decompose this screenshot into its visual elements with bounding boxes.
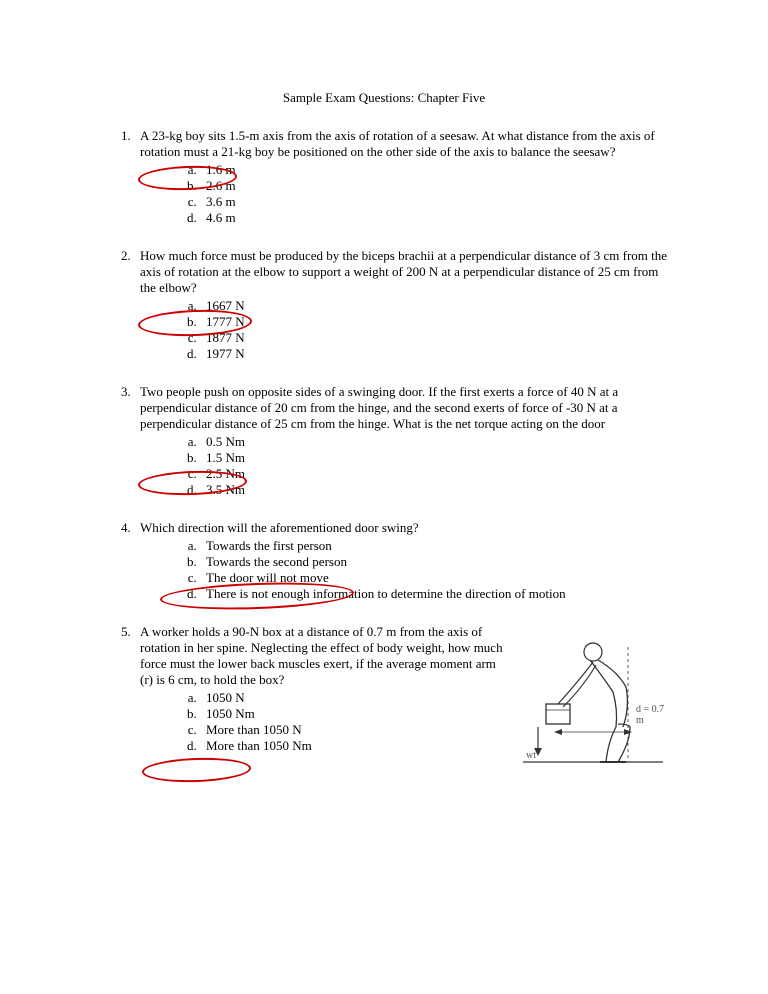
options-list: 1667 N 1777 N 1877 N 1977 N bbox=[140, 298, 668, 362]
question-text: Which direction will the aforementioned … bbox=[140, 520, 668, 536]
options-list: Towards the first person Towards the sec… bbox=[140, 538, 668, 602]
option-b: 1.5 Nm bbox=[200, 450, 668, 466]
question-2: How much force must be produced by the b… bbox=[134, 248, 668, 362]
question-text: A 23-kg boy sits 1.5-m axis from the axi… bbox=[140, 128, 668, 160]
question-text: A worker holds a 90-N box at a distance … bbox=[140, 624, 508, 688]
question-list: A 23-kg boy sits 1.5-m axis from the axi… bbox=[100, 128, 668, 772]
option-d: There is not enough information to deter… bbox=[200, 586, 668, 602]
option-a: 0.5 Nm bbox=[200, 434, 668, 450]
option-b: Towards the second person bbox=[200, 554, 668, 570]
page-title: Sample Exam Questions: Chapter Five bbox=[100, 90, 668, 106]
option-c: 3.6 m bbox=[200, 194, 668, 210]
option-b: 1050 Nm bbox=[200, 706, 508, 722]
worker-figure: d = 0.7 m wt bbox=[518, 632, 668, 772]
option-d: 3.5 Nm bbox=[200, 482, 668, 498]
option-c: 1877 N bbox=[200, 330, 668, 346]
question-5: A worker holds a 90-N box at a distance … bbox=[134, 624, 668, 772]
option-c: The door will not move bbox=[200, 570, 668, 586]
option-a: Towards the first person bbox=[200, 538, 668, 554]
option-d: 4.6 m bbox=[200, 210, 668, 226]
option-b: 2.6 m bbox=[200, 178, 668, 194]
option-c: More than 1050 N bbox=[200, 722, 508, 738]
question-text: How much force must be produced by the b… bbox=[140, 248, 668, 296]
figure-d-label: d = 0.7 m bbox=[636, 704, 668, 726]
question-text: Two people push on opposite sides of a s… bbox=[140, 384, 668, 432]
option-a: 1050 N bbox=[200, 690, 508, 706]
option-b: 1777 N bbox=[200, 314, 668, 330]
options-list: 0.5 Nm 1.5 Nm 2.5 Nm 3.5 Nm bbox=[140, 434, 668, 498]
option-c: 2.5 Nm bbox=[200, 466, 668, 482]
options-list: 1.6 m 2.6 m 3.6 m 4.6 m bbox=[140, 162, 668, 226]
option-a: 1.6 m bbox=[200, 162, 668, 178]
option-d: 1977 N bbox=[200, 346, 668, 362]
question-1: A 23-kg boy sits 1.5-m axis from the axi… bbox=[134, 128, 668, 226]
page: Sample Exam Questions: Chapter Five A 23… bbox=[0, 0, 768, 834]
question-3: Two people push on opposite sides of a s… bbox=[134, 384, 668, 498]
options-list: 1050 N 1050 Nm More than 1050 N More tha… bbox=[140, 690, 508, 754]
figure-wt-label: wt bbox=[526, 750, 536, 761]
question-4: Which direction will the aforementioned … bbox=[134, 520, 668, 602]
option-d: More than 1050 Nm bbox=[200, 738, 508, 754]
option-a: 1667 N bbox=[200, 298, 668, 314]
